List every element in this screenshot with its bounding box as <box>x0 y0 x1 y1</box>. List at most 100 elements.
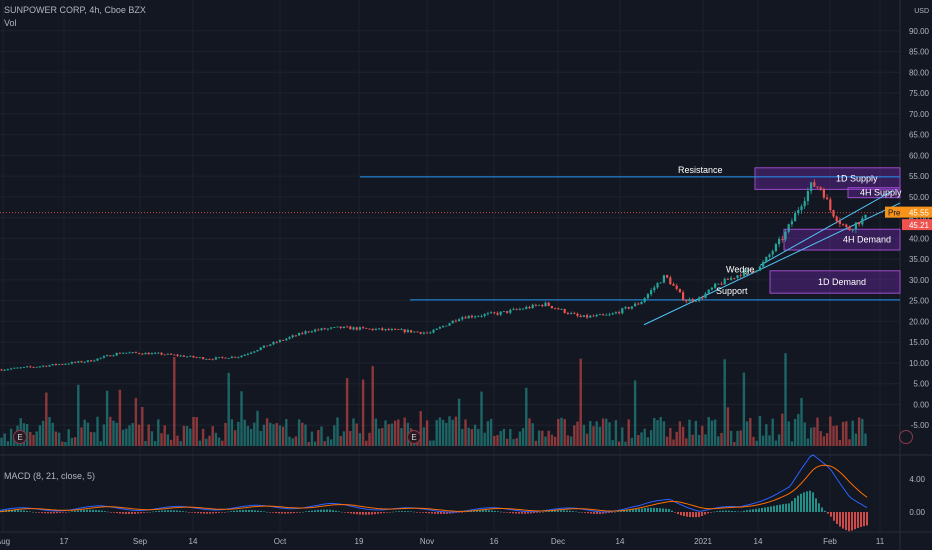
volume-bar <box>112 420 115 446</box>
time-axis-tick: 14 <box>754 537 763 546</box>
macd-histogram-bar <box>677 512 679 515</box>
macd-histogram-bar <box>371 512 373 515</box>
price-candle <box>768 254 771 257</box>
macd-histogram-bar <box>779 504 781 512</box>
macd-histogram-bar <box>302 511 304 513</box>
volume-bar <box>70 437 74 446</box>
macd-line <box>0 454 868 513</box>
price-candle <box>486 313 489 315</box>
macd-histogram-bar <box>647 507 649 512</box>
macd-indicator-label[interactable]: MACD (8, 21, close, 5) <box>4 471 96 481</box>
price-axis-tick: 75.00 <box>909 89 930 98</box>
volume-bar <box>73 437 77 446</box>
macd-histogram-bar <box>854 512 856 530</box>
price-candle <box>822 189 825 198</box>
macd-histogram-bar <box>29 511 31 513</box>
premarket-tag-label: Pre <box>888 209 901 218</box>
macd-histogram-bar <box>572 511 574 512</box>
volume-bar <box>614 420 618 446</box>
macd-histogram-bar <box>266 511 268 513</box>
volume-bar <box>611 440 614 446</box>
macd-histogram-bar <box>833 512 835 521</box>
macd-histogram-bar <box>35 512 37 513</box>
volume-bar <box>317 430 320 446</box>
volume-bar <box>829 416 832 446</box>
volume-bar <box>678 421 682 446</box>
price-candle <box>797 210 800 214</box>
price-candle <box>90 360 93 362</box>
volume-bar <box>217 437 221 446</box>
price-candle <box>365 327 368 329</box>
price-candle <box>307 331 310 333</box>
volume-bar <box>685 438 688 446</box>
price-candle <box>790 221 793 225</box>
macd-histogram-bar <box>0 510 1 512</box>
price-candle <box>864 214 867 219</box>
volume-indicator-label[interactable]: Vol <box>4 18 17 28</box>
price-candle <box>112 355 115 357</box>
macd-histogram-bar <box>128 512 130 515</box>
volume-bar <box>742 372 746 446</box>
macd-histogram-bar <box>533 512 535 514</box>
price-candle <box>26 366 29 368</box>
price-candle <box>109 355 112 357</box>
price-axis-tick: 35.00 <box>909 255 930 264</box>
macd-histogram-bar <box>194 512 196 513</box>
volume-bar <box>448 416 451 446</box>
price-candle <box>317 329 320 331</box>
price-candle <box>643 298 646 302</box>
volume-bar <box>665 436 669 446</box>
price-candle <box>579 315 582 317</box>
macd-histogram-bar <box>146 512 148 513</box>
price-candle <box>397 329 400 330</box>
price-candle <box>35 366 38 368</box>
price-candle <box>93 360 96 362</box>
macd-histogram-bar <box>611 512 613 513</box>
volume-bar <box>45 392 48 446</box>
macd-histogram-bar <box>836 512 838 524</box>
chart-symbol-title[interactable]: SUNPOWER CORP, 4h, Cboe BZX <box>4 5 146 15</box>
macd-histogram-bar <box>134 512 136 514</box>
volume-bar <box>153 441 157 446</box>
volume-bar <box>454 416 458 446</box>
macd-histogram-bar <box>767 506 769 512</box>
price-candle <box>125 352 128 354</box>
macd-histogram-bar <box>584 512 586 513</box>
macd-histogram-bar <box>728 510 730 512</box>
volume-bar <box>739 430 742 446</box>
volume-bar <box>83 419 86 446</box>
volume-bar <box>627 419 630 446</box>
macd-histogram-bar <box>137 512 139 514</box>
macd-histogram-bar <box>539 512 541 513</box>
price-candle <box>451 320 454 324</box>
price-candle <box>685 300 688 302</box>
volume-bar <box>48 417 51 446</box>
price-axis-tick: 10.00 <box>909 359 930 368</box>
macd-histogram-bar <box>716 511 718 512</box>
price-axis-tick: 55.00 <box>909 172 930 181</box>
price-candle <box>330 327 333 329</box>
volume-bar <box>294 436 298 446</box>
price-candle <box>675 285 678 289</box>
volume-bar <box>502 428 506 446</box>
macd-histogram-bar <box>215 512 217 514</box>
macd-histogram-bar <box>485 510 487 512</box>
macd-histogram-bar <box>818 503 820 512</box>
volume-bar <box>275 423 278 446</box>
volume-bar <box>483 432 486 446</box>
macd-histogram-bar <box>353 512 355 514</box>
macd-histogram-bar <box>206 512 208 514</box>
price-candle <box>838 221 841 224</box>
volume-bar <box>457 398 461 446</box>
price-candle <box>509 309 512 313</box>
volume-bar <box>531 423 534 446</box>
price-candle <box>237 356 240 358</box>
price-axis-tick: 50.00 <box>909 193 930 202</box>
volume-bar <box>803 422 806 446</box>
price-candle <box>413 331 416 333</box>
macd-histogram-bar <box>212 512 214 514</box>
price-candle <box>368 328 371 330</box>
volume-bar <box>608 422 611 446</box>
time-axis-tick: 2021 <box>694 537 712 546</box>
